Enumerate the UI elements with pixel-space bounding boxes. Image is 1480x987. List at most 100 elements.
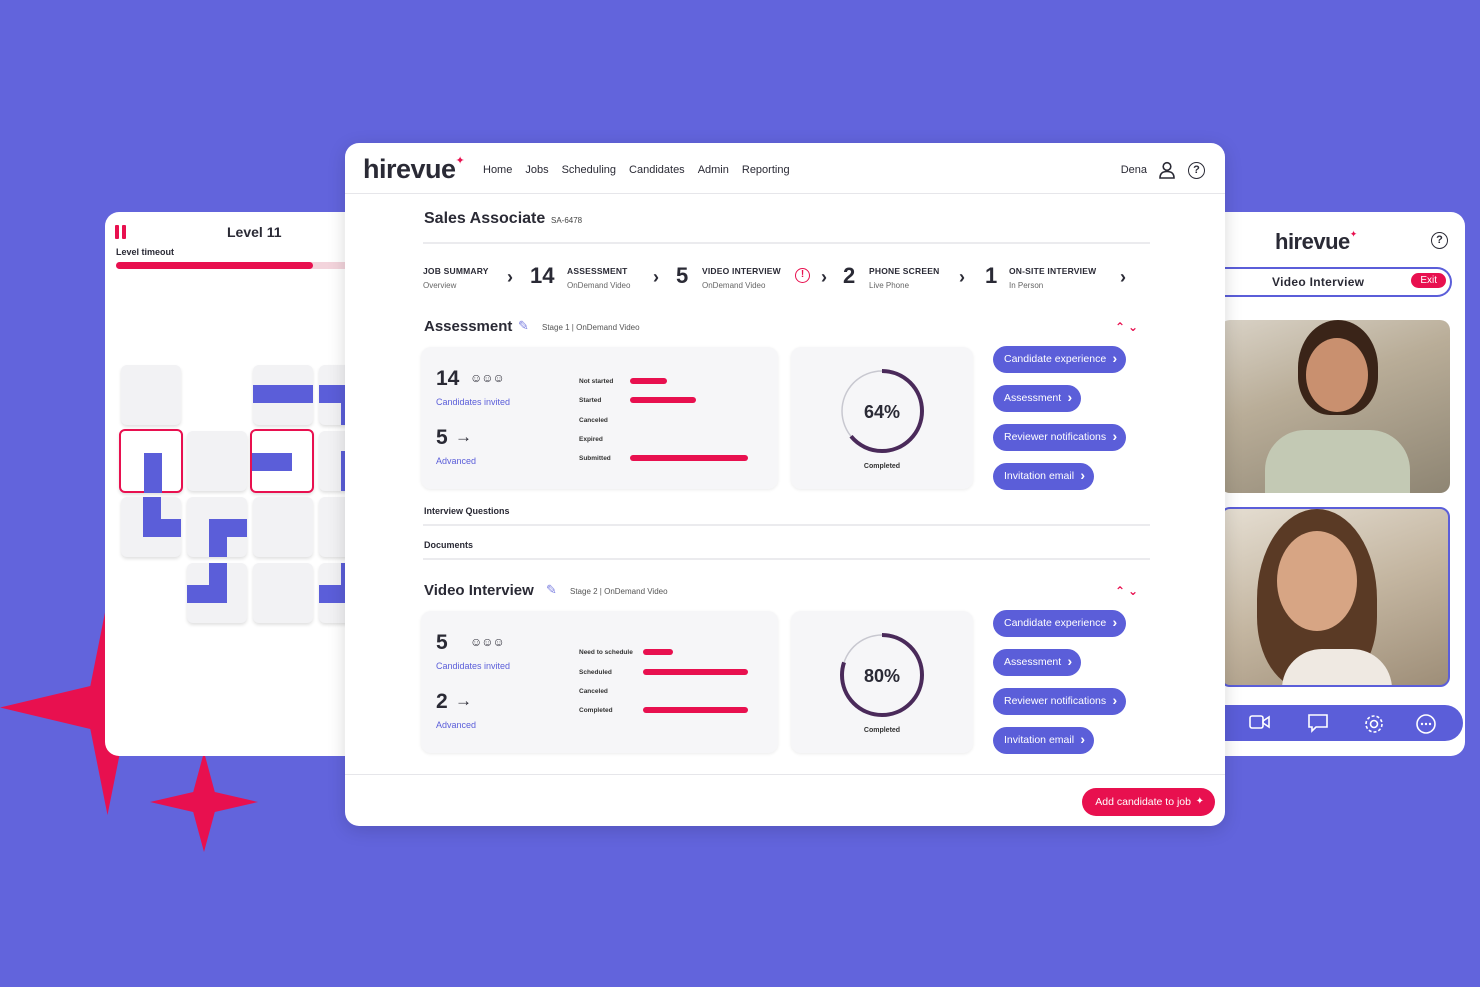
level-title: Level 11 — [227, 224, 282, 240]
arrow-right-icon: → — [455, 691, 472, 710]
candidates-invited-link[interactable]: Candidates invited — [436, 661, 511, 671]
chevron-right-icon: › — [821, 267, 827, 287]
chevron-right-icon[interactable]: › — [1120, 267, 1126, 287]
puzzle-tile[interactable] — [121, 365, 181, 425]
completion-percent: 64% — [863, 402, 901, 422]
nav-home[interactable]: Home — [483, 164, 513, 176]
assessment-stage: Stage 1 | OnDemand Video — [542, 323, 640, 332]
candidate-experience-button[interactable]: Candidate experience — [993, 609, 1127, 637]
stat-label: Submitted — [579, 455, 611, 462]
level-timeout-label: Level timeout — [116, 247, 175, 257]
chevron-right-icon: › — [959, 267, 965, 287]
more-icon[interactable] — [1415, 713, 1437, 740]
hirevue-logo[interactable]: hirevue✦ — [363, 154, 465, 184]
candidates-invited-link[interactable]: Candidates invited — [436, 397, 511, 407]
stat-label: Started — [579, 397, 602, 404]
nav-reporting[interactable]: Reporting — [741, 164, 790, 176]
stat-label: Not started — [579, 378, 614, 385]
nav-scheduling[interactable]: Scheduling — [561, 164, 617, 176]
stat-bar — [630, 455, 748, 461]
top-nav: hirevue✦ Home Jobs Scheduling Candidates… — [345, 143, 1225, 194]
game-panel: Level 11 Level timeout — [105, 212, 365, 756]
assessment-completion-card: 64% Completed — [791, 347, 973, 489]
invitation-email-button[interactable]: Invitation email — [993, 726, 1095, 754]
video-interview-panel: hirevue✦ ? Video Interview Exit — [1205, 212, 1465, 756]
interview-questions-row[interactable]: Interview Questions — [424, 506, 510, 516]
stat-label: Need to schedule — [579, 649, 633, 656]
puzzle-tile[interactable] — [187, 563, 247, 623]
stat-bar — [630, 397, 697, 403]
job-dashboard-panel: hirevue✦ Home Jobs Scheduling Candidates… — [345, 143, 1225, 826]
stat-bar — [643, 669, 748, 675]
puzzle-tile[interactable] — [253, 497, 313, 557]
level-timeout-bar — [116, 262, 356, 269]
assessment-button[interactable]: Assessment — [993, 648, 1082, 676]
hiring-pipeline: JOB SUMMARY Overview › 14 ASSESSMENT OnD… — [423, 263, 1126, 290]
puzzle-tile-selected[interactable] — [250, 429, 314, 493]
people-icon: ☺☺☺ — [470, 371, 505, 385]
help-icon[interactable]: ? — [1431, 232, 1448, 249]
assessment-title: Assessment — [424, 318, 513, 335]
reviewer-notifications-button[interactable]: Reviewer notifications — [993, 423, 1127, 451]
edit-pencil-icon[interactable]: ✎ — [518, 318, 529, 333]
advanced-count: 2 — [436, 690, 448, 713]
advanced-count: 5 — [436, 426, 448, 449]
chevron-right-icon: › — [507, 267, 513, 287]
nav-jobs[interactable]: Jobs — [525, 164, 549, 176]
edit-pencil-icon[interactable]: ✎ — [546, 582, 557, 597]
completion-ring — [840, 369, 924, 453]
alert-icon[interactable]: ! — [795, 268, 810, 283]
advanced-link[interactable]: Advanced — [436, 720, 477, 730]
add-candidate-button[interactable]: Add candidate to job ✦ — [1082, 788, 1215, 816]
stat-label: Expired — [579, 436, 603, 443]
video-interview-title: Video Interview — [424, 582, 534, 599]
job-title: Sales Associate — [424, 210, 546, 227]
collapse-expand-icon[interactable]: ⌃⌄ — [1115, 320, 1142, 334]
puzzle-tile[interactable] — [187, 431, 247, 491]
nav-candidates[interactable]: Candidates — [629, 164, 685, 176]
candidate-experience-button[interactable]: Candidate experience — [993, 345, 1127, 373]
footer-bar: Add candidate to job ✦ — [345, 774, 1225, 826]
stat-label: Scheduled — [579, 669, 612, 676]
arrow-right-icon: → — [455, 427, 472, 446]
user-name[interactable]: Dena — [1120, 164, 1147, 176]
documents-row[interactable]: Documents — [424, 540, 474, 550]
camera-icon[interactable] — [1249, 713, 1271, 736]
assessment-stats-card: 14 ☺☺☺ Candidates invited 5 → Advanced N… — [421, 347, 778, 489]
completion-caption: Completed — [863, 727, 901, 734]
exit-button[interactable]: Exit — [1411, 273, 1446, 288]
chevron-right-icon: › — [653, 267, 659, 287]
help-icon[interactable]: ? — [1188, 162, 1205, 179]
video-interview-header: Video Interview Exit — [1205, 267, 1452, 297]
puzzle-tile[interactable] — [187, 497, 247, 557]
completion-percent: 80% — [863, 666, 901, 686]
pause-icon[interactable] — [115, 225, 129, 239]
advanced-link[interactable]: Advanced — [436, 456, 477, 466]
settings-icon[interactable] — [1363, 713, 1385, 740]
assessment-button[interactable]: Assessment — [993, 384, 1082, 412]
invitation-email-button[interactable]: Invitation email — [993, 462, 1095, 490]
puzzle-tile[interactable] — [253, 365, 313, 425]
nav-links: Home Jobs Scheduling Candidates Admin Re… — [483, 164, 790, 176]
video-feed-candidate — [1220, 320, 1450, 493]
stat-label: Canceled — [579, 417, 608, 424]
puzzle-tile[interactable] — [121, 497, 181, 557]
invited-count: 5 — [436, 631, 448, 654]
level-timeout-fill — [116, 262, 313, 269]
nav-admin[interactable]: Admin — [697, 164, 729, 176]
invited-count: 14 — [436, 367, 460, 390]
puzzle-tile[interactable] — [253, 563, 313, 623]
video-interview-title: Video Interview — [1272, 275, 1365, 289]
collapse-expand-icon[interactable]: ⌃⌄ — [1115, 584, 1142, 598]
video-feed-interviewer — [1220, 507, 1450, 687]
chat-icon[interactable] — [1307, 713, 1329, 738]
video-panel-logo: hirevue✦ — [1275, 229, 1357, 254]
stat-label: Completed — [579, 707, 613, 714]
puzzle-tile-selected[interactable] — [119, 429, 183, 493]
completion-caption: Completed — [863, 463, 901, 470]
stat-bar — [643, 707, 748, 713]
user-icon[interactable] — [1158, 161, 1176, 179]
reviewer-notifications-button[interactable]: Reviewer notifications — [993, 687, 1127, 715]
stat-bar — [630, 378, 667, 384]
video-interview-stats-card: 5 ☺☺☺ Candidates invited 2 → Advanced Ne… — [421, 611, 778, 753]
